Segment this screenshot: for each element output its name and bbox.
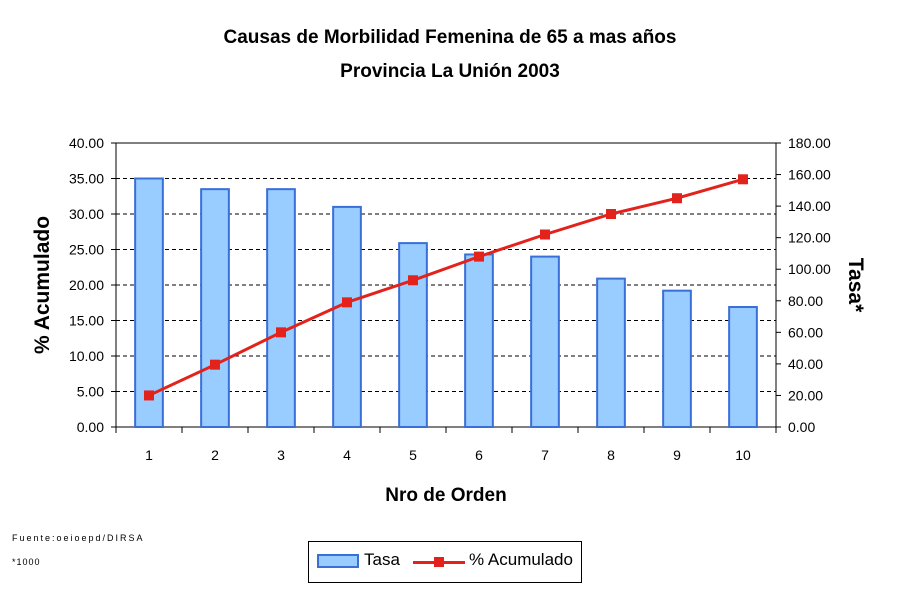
- legend-line-marker: [434, 557, 444, 567]
- left-tick-label: 40.00: [69, 135, 104, 151]
- left-tick-label: 20.00: [69, 277, 104, 293]
- legend-bar-label: Tasa: [364, 550, 400, 569]
- legend-line-label: % Acumulado: [469, 550, 573, 569]
- line-point: [606, 209, 616, 219]
- left-axis-title: % Acumulado: [31, 216, 54, 354]
- source-note: Fuente:oeioepd/DIRSA: [12, 533, 145, 543]
- x-tick-label: 10: [735, 447, 751, 463]
- bar: [200, 188, 230, 428]
- bar: [662, 289, 692, 428]
- left-tick-label: 15.00: [69, 313, 104, 329]
- x-tick-label: 6: [475, 447, 483, 463]
- right-tick-label: 160.00: [788, 167, 831, 183]
- x-tick-label: 1: [145, 447, 153, 463]
- bar: [530, 255, 560, 428]
- left-tick-label: 10.00: [69, 348, 104, 364]
- line-point: [342, 297, 352, 308]
- left-tick-label: 5.00: [77, 384, 104, 400]
- chart-subtitle: Provincia La Unión 2003: [340, 61, 560, 82]
- line-point: [408, 275, 418, 286]
- right-tick-label: 180.00: [788, 135, 831, 151]
- left-tick-label: 30.00: [69, 206, 104, 222]
- right-tick-label: 100.00: [788, 261, 831, 277]
- bar: [596, 277, 626, 428]
- x-tick-label: 3: [277, 447, 285, 463]
- right-axis-title: Tasa*: [844, 258, 867, 313]
- chart-title: Causas de Morbilidad Femenina de 65 a ma…: [223, 27, 677, 48]
- right-tick-label: 120.00: [788, 230, 831, 246]
- bar: [266, 188, 296, 428]
- legend: Tasa % Acumulado: [308, 541, 582, 583]
- right-tick-label: 20.00: [788, 387, 823, 403]
- x-axis-title: Nro de Orden: [385, 485, 506, 506]
- bar: [332, 205, 362, 428]
- line-point: [474, 251, 484, 262]
- line-series: [148, 177, 744, 397]
- line-point: [738, 174, 748, 185]
- line-point: [540, 229, 550, 240]
- x-tick-label: 5: [409, 447, 417, 463]
- x-tick-label: 8: [607, 447, 615, 463]
- right-tick-label: 80.00: [788, 293, 823, 309]
- right-tick-label: 60.00: [788, 324, 823, 340]
- x-tick-label: 2: [211, 447, 219, 463]
- x-tick-label: 4: [343, 447, 351, 463]
- left-tick-label: 25.00: [69, 242, 104, 258]
- legend-bar-swatch: [317, 554, 359, 568]
- line-point: [144, 390, 154, 401]
- left-tick-label: 35.00: [69, 171, 104, 187]
- bar: [728, 306, 758, 429]
- line-point: [672, 193, 682, 204]
- bar: [134, 177, 164, 428]
- right-tick-label: 140.00: [788, 198, 831, 214]
- right-tick-label: 40.00: [788, 356, 823, 372]
- left-tick-label: 0.00: [77, 419, 104, 435]
- bar: [398, 242, 428, 428]
- line-point: [276, 327, 286, 338]
- x-tick-label: 9: [673, 447, 681, 463]
- bar: [464, 253, 494, 428]
- line-point: [210, 359, 220, 370]
- right-tick-label: 0.00: [788, 419, 815, 435]
- x-tick-label: 7: [541, 447, 549, 463]
- unit-note: *1000: [12, 557, 41, 567]
